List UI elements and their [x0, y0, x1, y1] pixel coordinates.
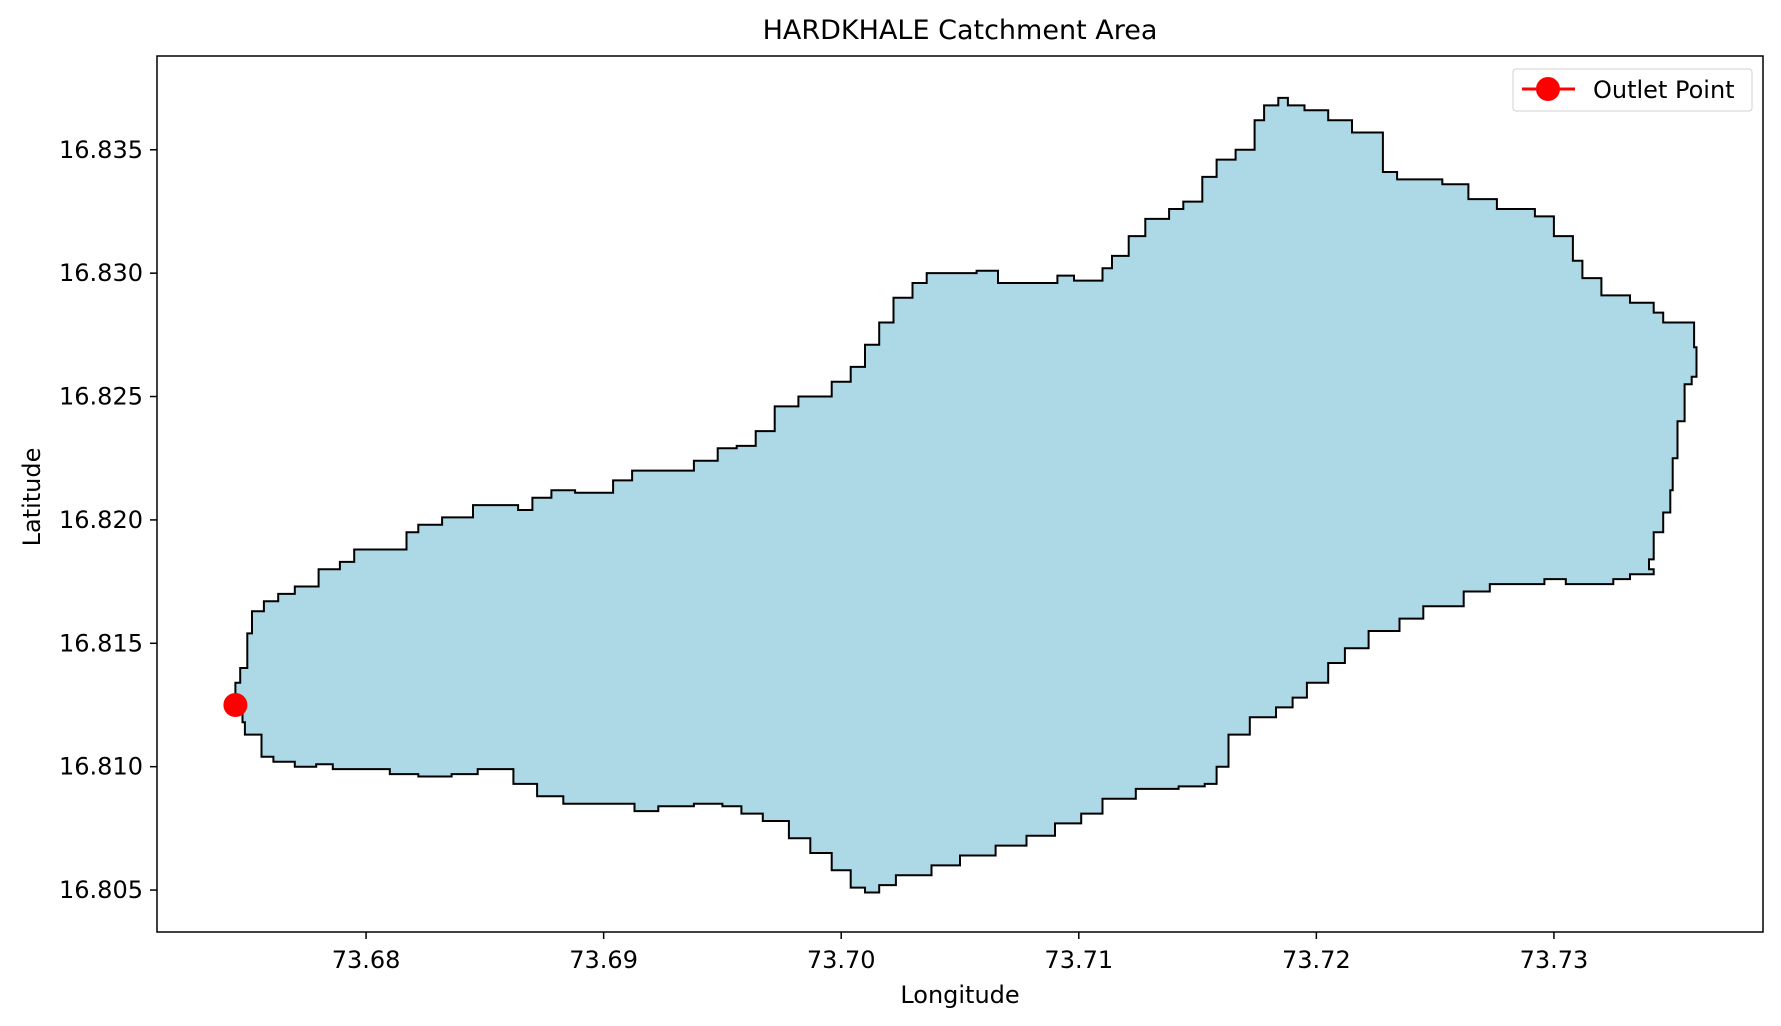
x-axis-label: Longitude — [900, 981, 1019, 1009]
x-tick-label: 73.68 — [332, 946, 401, 974]
x-tick-label: 73.72 — [1282, 946, 1351, 974]
x-axis: 73.68 73.69 73.70 73.71 73.72 73.73 — [332, 932, 1589, 974]
plot-area — [223, 96, 1698, 894]
legend-outlet-label: Outlet Point — [1593, 76, 1735, 104]
catchment-polygon — [234, 96, 1698, 894]
plot-frame — [156, 55, 1764, 933]
x-tick-label: 73.70 — [807, 946, 876, 974]
y-tick-label: 16.805 — [59, 876, 143, 904]
y-axis-label: Latitude — [18, 448, 46, 547]
y-axis: 16.805 16.810 16.815 16.820 16.825 16.830 16.8… — [59, 136, 157, 904]
y-tick-label: 16.830 — [59, 259, 143, 287]
x-tick-label: 73.71 — [1044, 946, 1113, 974]
legend-box — [1512, 68, 1753, 112]
y-tick-label: 16.825 — [59, 383, 143, 411]
legend: Outlet Point — [1512, 68, 1753, 112]
y-tick-label: 16.810 — [59, 753, 143, 781]
x-tick-label: 73.73 — [1520, 946, 1589, 974]
map-title: HARDKHALE Catchment Area — [763, 15, 1158, 46]
y-tick-label: 16.815 — [59, 629, 143, 657]
legend-outlet-marker — [1536, 77, 1560, 101]
y-tick-label: 16.835 — [59, 136, 143, 164]
outlet-point-marker — [223, 693, 248, 717]
x-tick-label: 73.69 — [569, 946, 638, 974]
y-tick-label: 16.820 — [59, 506, 143, 534]
